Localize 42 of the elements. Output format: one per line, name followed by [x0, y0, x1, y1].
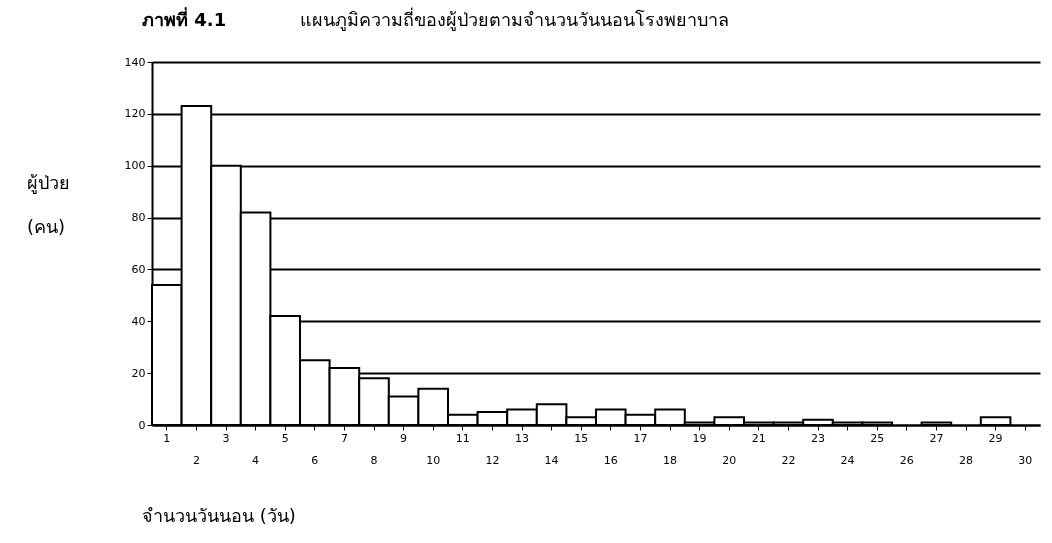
chart-subtitle: แผนภูมิความถี่ของผู้ป่วยตามจำนวนวันนอนโรงพยาบาล: [300, 7, 729, 31]
x-tick-label: 5: [281, 431, 289, 445]
x-tick-label: 16: [603, 453, 618, 467]
x-tick-label: 13: [515, 431, 529, 445]
chart-title: ภาพที่ 4.1: [142, 7, 227, 30]
y-tick-label: 40: [131, 314, 146, 328]
x-tick-label: 28: [959, 453, 973, 467]
x-tick-label: 18: [663, 453, 677, 467]
x-tick-label: 4: [252, 453, 260, 467]
x-tick-label: 3: [222, 431, 230, 445]
y-tick-label: 80: [131, 211, 146, 225]
x-tick-label: 14: [544, 453, 559, 467]
x-tick-label: 19: [692, 431, 707, 445]
y-tick-label: 120: [124, 107, 146, 121]
x-tick-label: 9: [400, 431, 408, 445]
y-tick-label: 140: [124, 55, 146, 69]
x-tick-label: 1: [163, 431, 171, 445]
y-tick-label: 100: [124, 159, 146, 173]
x-tick-label: 7: [340, 431, 348, 445]
y-tick-label: 60: [131, 262, 146, 276]
x-tick-label: 8: [370, 453, 378, 467]
x-tick-label: 11: [455, 431, 470, 445]
x-tick-label: 15: [574, 431, 589, 445]
x-tick-label: 10: [426, 453, 441, 467]
x-tick-label: 17: [633, 431, 648, 445]
x-tick-label: 29: [988, 431, 1003, 445]
text: ผู้ป่วย (คน): [27, 172, 70, 237]
x-tick-label: 21: [751, 431, 766, 445]
y-tick-label: 0: [138, 418, 146, 432]
y-tick-label: 20: [131, 366, 146, 380]
x-tick-label: 26: [899, 453, 914, 467]
x-tick-label: 20: [722, 453, 737, 467]
x-tick-label: 22: [781, 453, 796, 467]
x-tick-label: 12: [485, 453, 500, 467]
x-tick-label: 27: [929, 431, 944, 445]
x-axis-title: จำนวนวันนอน (วัน): [142, 505, 296, 526]
x-tick-label: 23: [811, 431, 825, 445]
x-tick-label: 6: [311, 453, 319, 467]
x-tick-label: 24: [840, 453, 855, 467]
x-tick-label: 25: [870, 431, 885, 445]
x-tick-label: 30: [1018, 453, 1033, 467]
x-tick-label: 2: [192, 453, 200, 467]
